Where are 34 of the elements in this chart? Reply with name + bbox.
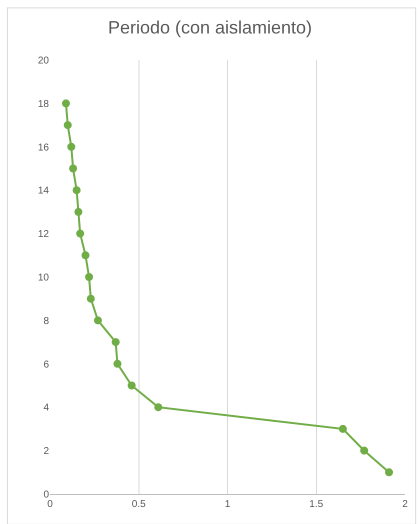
point — [154, 403, 162, 412]
y-tick-label: 12 — [38, 229, 50, 240]
x-tick-label: 1 — [224, 499, 231, 510]
point — [62, 99, 70, 108]
point — [86, 294, 95, 303]
chart-title: Periodo (con aislamiento) — [108, 18, 312, 38]
y-tick-label: 18 — [38, 98, 50, 110]
point — [64, 121, 72, 130]
point — [85, 273, 94, 281]
point — [360, 446, 368, 455]
point — [67, 142, 76, 151]
y-tick-label: 14 — [38, 186, 50, 197]
point — [128, 382, 136, 390]
y-tick-label: 0 — [43, 490, 50, 500]
point — [72, 186, 81, 194]
point — [385, 468, 394, 476]
point — [113, 360, 122, 368]
x-tick-label: 2 — [402, 499, 408, 510]
y-tick-label: 4 — [43, 402, 50, 414]
y-tick-label: 10 — [38, 272, 50, 284]
x-tick-label: 0.5 — [132, 499, 146, 510]
point — [112, 338, 120, 346]
y-tick-label: 6 — [43, 359, 50, 370]
y-tick-label: 20 — [38, 56, 50, 66]
point — [338, 424, 347, 433]
point — [74, 208, 82, 216]
y-tick-label: 16 — [38, 142, 50, 154]
y-tick-label: 2 — [43, 446, 50, 458]
point — [82, 251, 90, 260]
point — [76, 230, 84, 238]
x-tick-label: 1.5 — [309, 499, 324, 510]
point — [69, 164, 78, 172]
point — [94, 316, 102, 324]
y-tick-label: 8 — [43, 316, 50, 327]
